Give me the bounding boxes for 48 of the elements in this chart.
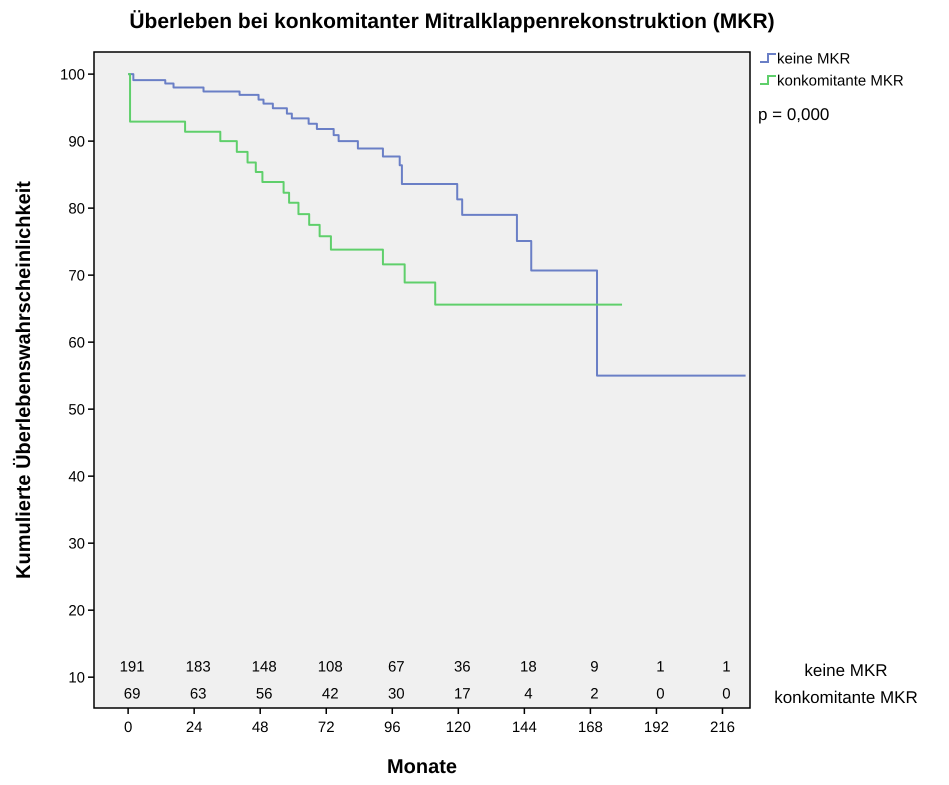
x-tick-label: 72 [318,719,335,736]
y-tick-label: 100 [60,66,85,84]
x-tick-label: 96 [384,719,401,736]
text: keine MKR [804,660,888,680]
x-axis-title: Monate [387,756,457,778]
annotation: 4 [524,685,533,702]
annotation: 191 [120,658,145,676]
annotation: 183 [186,658,211,676]
text: konkomitante MKR [774,688,918,707]
x-tick-label: 24 [186,719,203,736]
y-tick-label: 80 [68,200,85,218]
annotation: 67 [388,658,405,676]
legend-label: konkomitante MKR [777,72,904,90]
y-tick-label: 90 [68,133,85,150]
x-tick-label: 0 [124,719,132,736]
annotation: 9 [590,658,599,676]
text: p = 0,000 [758,104,830,124]
x-tick-label: 120 [446,719,471,736]
annotation: 108 [318,658,343,676]
annotation: 36 [454,658,471,676]
y-axis-title: Kumulierte Überlebenswahrscheinlichkeit [12,180,35,579]
annotation: 63 [190,685,207,702]
y-tick-label: 30 [68,535,85,552]
x-tick-label: 168 [578,719,603,736]
y-tick-label: 50 [68,401,85,418]
annotation: 17 [454,685,471,702]
annotation: 42 [322,685,339,702]
annotation: 56 [256,685,273,702]
y-tick-label: 60 [68,334,85,352]
y-tick-label: 70 [68,267,85,284]
x-tick-label: 144 [512,719,537,736]
annotation: 18 [520,658,537,676]
x-tick-label: 48 [252,719,269,736]
annotation: 2 [590,685,599,702]
y-tick-label: 40 [68,468,85,486]
y-tick-label: 10 [68,669,85,686]
x-tick-label: 216 [710,719,735,736]
annotation: 69 [124,685,140,702]
annotation: 0 [722,685,731,702]
annotation: 148 [252,658,277,676]
annotation: 0 [656,685,665,702]
annotation: 30 [388,685,405,702]
legend-label: keine MKR [777,50,851,68]
annotation: 1 [722,658,731,676]
annotation: 1 [656,658,665,676]
chart-title: Überleben bei konkomitanter Mitralklappenrekonstruktion (MKR) [129,10,775,33]
x-tick-label: 192 [644,719,669,736]
y-tick-label: 20 [68,602,85,620]
